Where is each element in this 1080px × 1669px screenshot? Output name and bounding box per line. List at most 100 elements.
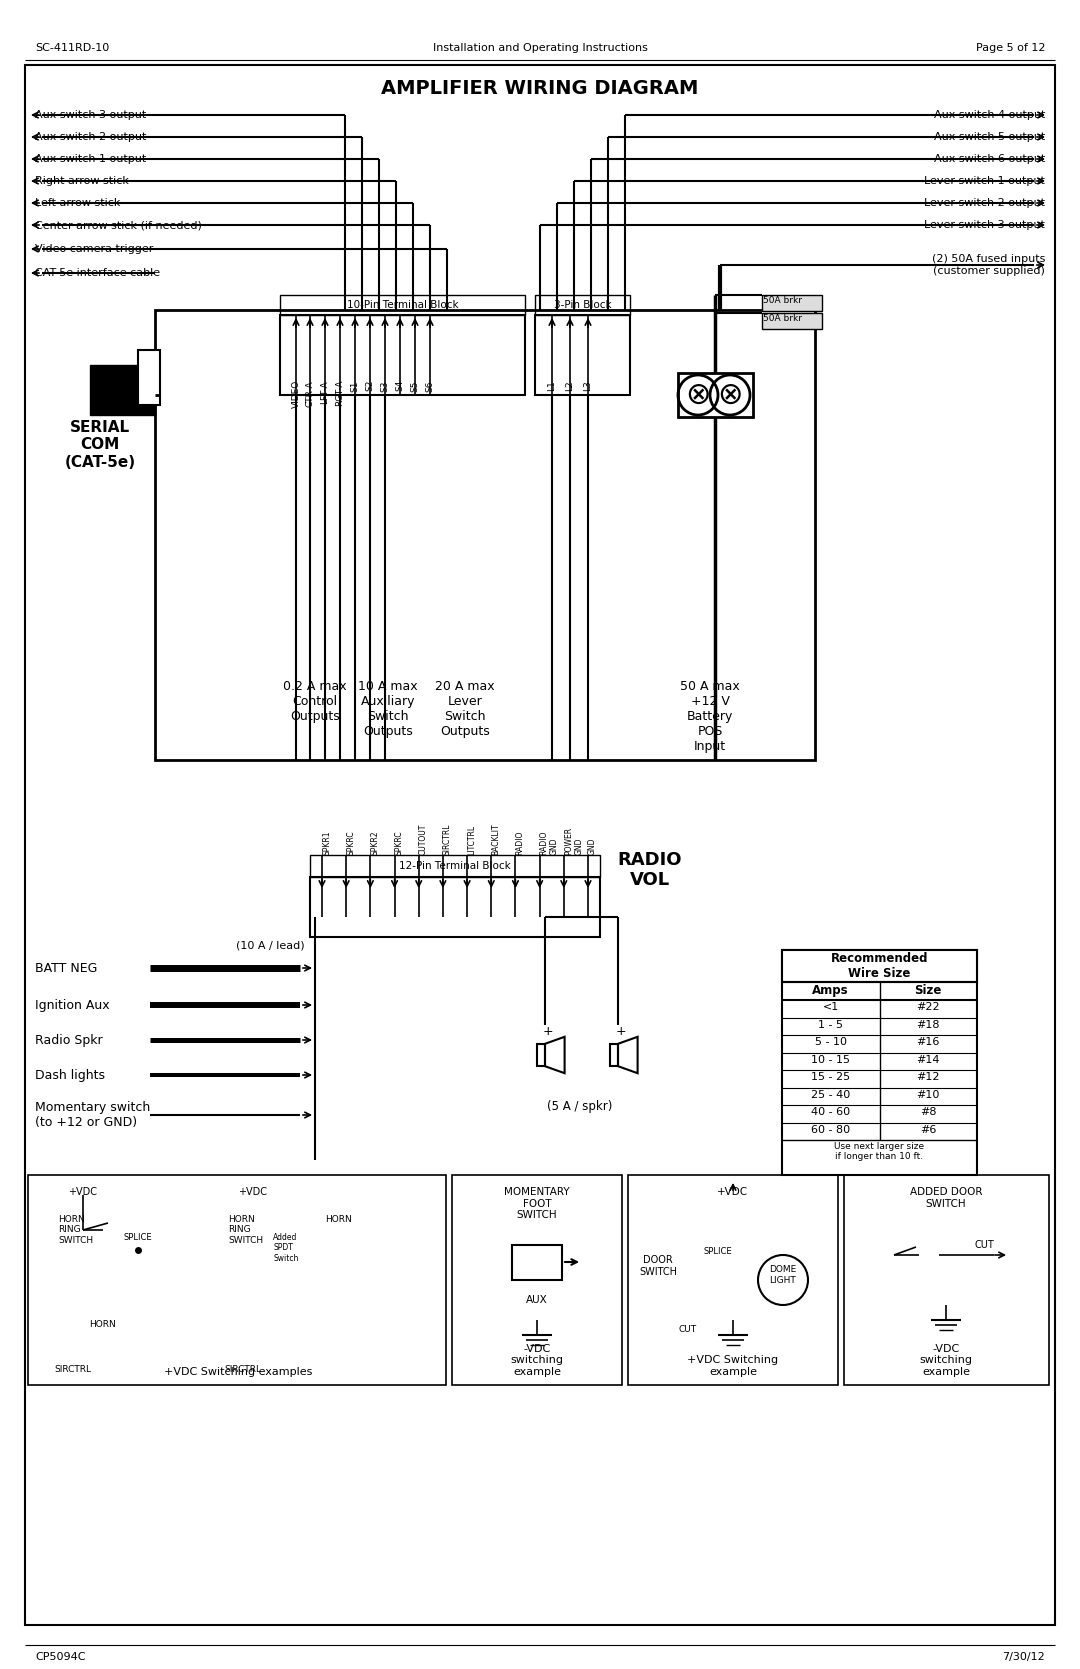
Text: Installation and Operating Instructions: Installation and Operating Instructions bbox=[433, 43, 647, 53]
Text: S2: S2 bbox=[365, 381, 375, 391]
Text: Aux switch 2 output: Aux switch 2 output bbox=[35, 132, 147, 142]
Text: Aux switch 5 output: Aux switch 5 output bbox=[934, 132, 1045, 142]
Text: 7/30/12: 7/30/12 bbox=[1002, 1652, 1045, 1662]
Text: ⊗: ⊗ bbox=[685, 381, 711, 409]
Bar bbox=[512, 1245, 562, 1280]
Bar bbox=[609, 1043, 618, 1066]
Bar bbox=[310, 855, 600, 876]
Text: CAT-5e interface cable: CAT-5e interface cable bbox=[35, 269, 160, 279]
Text: (5 A / spkr): (5 A / spkr) bbox=[548, 1100, 612, 1113]
Text: #16: #16 bbox=[917, 1036, 940, 1046]
Text: (2) 50A fused inputs
(customer supplied): (2) 50A fused inputs (customer supplied) bbox=[932, 254, 1045, 275]
Text: BATT NEG: BATT NEG bbox=[35, 961, 97, 975]
Text: 10-Pin Terminal Block: 10-Pin Terminal Block bbox=[347, 300, 458, 310]
Text: S4: S4 bbox=[395, 381, 405, 391]
Text: #18: #18 bbox=[917, 1020, 940, 1030]
Bar bbox=[156, 310, 815, 759]
Bar bbox=[90, 366, 156, 416]
Bar bbox=[762, 314, 822, 329]
Text: (10 A / lead): (10 A / lead) bbox=[235, 940, 305, 950]
Text: S6: S6 bbox=[426, 381, 434, 392]
Text: RADIO
GND: RADIO GND bbox=[540, 831, 559, 855]
Text: +VDC Switching examples: +VDC Switching examples bbox=[164, 1367, 312, 1377]
Text: S1: S1 bbox=[351, 381, 360, 392]
Text: 0.2 A max
Control
Outputs: 0.2 A max Control Outputs bbox=[283, 679, 347, 723]
Text: DOME
LIGHT: DOME LIGHT bbox=[769, 1265, 797, 1285]
Text: Lever switch 2 output: Lever switch 2 output bbox=[924, 199, 1045, 209]
Text: Dash lights: Dash lights bbox=[35, 1068, 105, 1082]
Text: -VDC
switching
example: -VDC switching example bbox=[511, 1344, 564, 1377]
Text: Radio Spkr: Radio Spkr bbox=[35, 1033, 103, 1046]
Text: Aux switch 4 output: Aux switch 4 output bbox=[933, 110, 1045, 120]
Text: MOMENTARY
FOOT
SWITCH: MOMENTARY FOOT SWITCH bbox=[504, 1187, 570, 1220]
Text: VIDEO: VIDEO bbox=[292, 381, 300, 409]
Text: Size: Size bbox=[915, 985, 942, 996]
Text: DOOR
SWITCH: DOOR SWITCH bbox=[639, 1255, 677, 1277]
Text: CTR-A: CTR-A bbox=[306, 381, 314, 407]
Bar bbox=[138, 350, 160, 406]
Text: Use next larger size
if longer than 10 ft.: Use next larger size if longer than 10 f… bbox=[835, 1142, 924, 1162]
Text: 3-Pin Block: 3-Pin Block bbox=[554, 300, 611, 310]
Text: 60 - 80: 60 - 80 bbox=[811, 1125, 850, 1135]
Text: SPKRC: SPKRC bbox=[394, 831, 404, 855]
Text: Amps: Amps bbox=[812, 985, 849, 996]
Text: Video camera trigger: Video camera trigger bbox=[35, 244, 153, 254]
Text: CP5094C: CP5094C bbox=[35, 1652, 85, 1662]
Bar bbox=[310, 876, 600, 936]
Text: 50 A max
+12 V
Battery
POS
Input: 50 A max +12 V Battery POS Input bbox=[680, 679, 740, 753]
Text: Center arrow stick (if needed): Center arrow stick (if needed) bbox=[35, 220, 202, 230]
Bar bbox=[782, 950, 977, 1175]
Text: SPKR2: SPKR2 bbox=[370, 831, 379, 855]
Text: 50A brkr: 50A brkr bbox=[762, 314, 802, 324]
Text: SIRCTRL: SIRCTRL bbox=[443, 823, 451, 855]
Text: CUT: CUT bbox=[974, 1240, 994, 1250]
Text: #8: #8 bbox=[920, 1107, 936, 1117]
Text: +: + bbox=[616, 1025, 626, 1038]
Text: SPKR1: SPKR1 bbox=[322, 831, 330, 855]
Text: 50A brkr: 50A brkr bbox=[762, 295, 802, 305]
Bar bbox=[843, 1175, 1049, 1385]
Bar bbox=[280, 295, 525, 315]
Text: Added
SPDT
Switch: Added SPDT Switch bbox=[273, 1233, 298, 1263]
Bar bbox=[453, 1175, 622, 1385]
Text: SPKRC: SPKRC bbox=[347, 831, 355, 855]
Text: 10 - 15: 10 - 15 bbox=[811, 1055, 850, 1065]
Text: Lever switch 3 output: Lever switch 3 output bbox=[924, 220, 1045, 230]
Text: #10: #10 bbox=[917, 1090, 940, 1100]
Text: Aux switch 6 output: Aux switch 6 output bbox=[934, 154, 1045, 164]
Text: 25 - 40: 25 - 40 bbox=[811, 1090, 850, 1100]
Text: SIRCTRL: SIRCTRL bbox=[225, 1365, 261, 1374]
Text: AMPLIFIER WIRING DIAGRAM: AMPLIFIER WIRING DIAGRAM bbox=[381, 78, 699, 97]
Text: LFT-A: LFT-A bbox=[321, 381, 329, 404]
Text: +VDC: +VDC bbox=[717, 1187, 748, 1197]
Text: RGT-A: RGT-A bbox=[336, 381, 345, 407]
Text: ⊗: ⊗ bbox=[717, 381, 743, 409]
Text: 1 - 5: 1 - 5 bbox=[819, 1020, 843, 1030]
Text: HORN
RING
SWITCH: HORN RING SWITCH bbox=[58, 1215, 93, 1245]
Bar bbox=[28, 1175, 446, 1385]
Text: LITCTRL: LITCTRL bbox=[467, 824, 476, 855]
Text: Momentary switch
(to +12 or GND): Momentary switch (to +12 or GND) bbox=[35, 1102, 150, 1128]
Text: 40 - 60: 40 - 60 bbox=[811, 1107, 850, 1117]
Text: ADDED DOOR
SWITCH: ADDED DOOR SWITCH bbox=[909, 1187, 982, 1208]
Text: #6: #6 bbox=[920, 1125, 936, 1135]
Text: Lever switch 1 output: Lever switch 1 output bbox=[924, 175, 1045, 185]
Text: HORN: HORN bbox=[90, 1320, 117, 1329]
Bar bbox=[535, 295, 630, 315]
Text: POWER
GND: POWER GND bbox=[564, 826, 583, 855]
Bar bbox=[537, 1043, 545, 1066]
Text: 15 - 25: 15 - 25 bbox=[811, 1071, 850, 1082]
Text: BACKLIT: BACKLIT bbox=[491, 823, 500, 855]
Text: 12-Pin Terminal Block: 12-Pin Terminal Block bbox=[400, 861, 511, 871]
Text: AUX: AUX bbox=[526, 1295, 548, 1305]
Text: +VDC: +VDC bbox=[239, 1187, 268, 1197]
Bar bbox=[678, 372, 753, 417]
Text: HORN
RING
SWITCH: HORN RING SWITCH bbox=[228, 1215, 264, 1245]
Text: GND: GND bbox=[588, 838, 597, 855]
Text: CUT: CUT bbox=[679, 1325, 697, 1334]
Text: -VDC
switching
example: -VDC switching example bbox=[919, 1344, 972, 1377]
Text: SPLICE: SPLICE bbox=[124, 1233, 152, 1242]
Bar bbox=[782, 950, 977, 981]
Text: SC-411RD-10: SC-411RD-10 bbox=[35, 43, 109, 53]
Text: SERIAL
COM
(CAT-5e): SERIAL COM (CAT-5e) bbox=[65, 421, 136, 469]
